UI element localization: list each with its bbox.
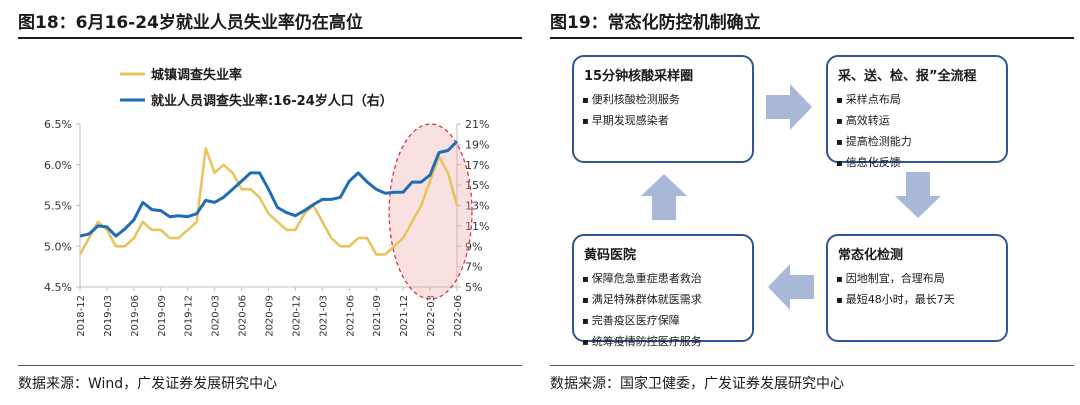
arrow-down-icon [895, 172, 941, 218]
series-line-youth [79, 140, 459, 238]
arrow-right-icon [766, 84, 812, 130]
figure-title-right: 图19：常态化防控机制确立 [550, 13, 761, 33]
box-title: 15分钟核酸采样圈 [584, 69, 694, 84]
box-yellow-code-hospital: 黄码医院 保障危急重症患者救治 满足特殊群体就医需求 完善疫区医疗保障 统筹疫情… [572, 234, 754, 348]
box-item: 保障危急重症患者救治 [582, 269, 702, 290]
y-tick-label-right: 21% [465, 118, 489, 131]
x-tick-label: 2021-09 [372, 295, 383, 337]
y-tick-label-left: 5.0% [44, 240, 72, 253]
series-line-urban [78, 147, 459, 256]
title-rule-right [550, 37, 1074, 39]
x-tick-label: 2021-12 [399, 295, 410, 337]
x-tick-label: 2022-06 [453, 295, 464, 337]
x-tick-label: 2019-09 [157, 295, 168, 337]
box-item: 高效转运 [836, 111, 912, 132]
box-routine-testing: 常态化检测 因地制宜，合理布局 最短48小时，最长7天 [826, 234, 1008, 342]
y-tick-label-right: 19% [465, 138, 489, 151]
x-tick-label: 2020-09 [265, 295, 276, 337]
chart-axes: 4.5%5.0%5.5%6.0%6.5%5%7%9%11%13%15%17%19… [44, 118, 489, 337]
arrow-left-icon [768, 264, 814, 310]
box-item: 信息化反馈 [836, 153, 912, 174]
y-tick-label-right: 17% [465, 159, 489, 172]
box-item: 统筹疫情防控医疗服务 [582, 332, 702, 353]
y-tick-label-left: 6.5% [44, 118, 72, 131]
box-item: 提高检测能力 [836, 132, 912, 153]
highlight-ellipse-shape [388, 123, 473, 300]
right-panel: 图19：常态化防控机制确立 15分钟核酸采样圈 便利核酸检测服务 早期发现感染者… [544, 0, 1080, 405]
box-title: 常态化检测 [838, 248, 904, 263]
box-item: 早期发现感染者 [582, 111, 680, 132]
y-tick-label-left: 6.0% [44, 159, 72, 172]
box-item: 最短48小时，最长7天 [836, 290, 955, 311]
box-item: 满足特殊群体就医需求 [582, 290, 702, 311]
box-title: 采、送、检、报”全流程 [838, 69, 977, 84]
chart-series [78, 140, 459, 256]
x-tick-label: 2018-12 [76, 295, 87, 337]
box-full-process: 采、送、检、报”全流程 采样点布局 高效转运 提高检测能力 信息化反馈 [826, 55, 1008, 169]
left-panel: 图18：6月16-24岁就业人员失业率仍在高位 城镇调查失业率就业人员调查失业率… [0, 0, 528, 405]
highlight-ellipse [388, 123, 473, 300]
box-title: 黄码医院 [584, 248, 637, 263]
y-tick-label-right: 13% [465, 200, 489, 213]
arrow-up-icon [641, 174, 687, 220]
x-tick-label: 2020-06 [238, 295, 249, 337]
box-item: 完善疫区医疗保障 [582, 311, 702, 332]
x-tick-label: 2022-03 [426, 295, 437, 337]
figure-title-left: 图18：6月16-24岁就业人员失业率仍在高位 [18, 13, 363, 33]
y-tick-label-right: 11% [465, 220, 489, 233]
title-rule-left [18, 37, 522, 39]
box-item: 采样点布局 [836, 90, 912, 111]
x-tick-label: 2020-03 [211, 295, 222, 337]
y-tick-label-right: 7% [465, 261, 482, 274]
source-rule-left [18, 365, 522, 366]
box-item: 因地制宜，合理布局 [836, 269, 955, 290]
y-tick-label-right: 5% [465, 281, 482, 294]
box-item: 便利核酸检测服务 [582, 90, 680, 111]
x-tick-label: 2019-06 [130, 295, 141, 337]
x-tick-label: 2019-12 [184, 295, 195, 337]
source-note-right: 数据来源：国家卫健委，广发证券发展研究中心 [550, 376, 844, 392]
y-tick-label-right: 9% [465, 240, 482, 253]
x-tick-label: 2020-12 [291, 295, 302, 337]
x-tick-label: 2021-06 [345, 295, 356, 337]
source-note-left: 数据来源：Wind，广发证券发展研究中心 [18, 376, 278, 392]
box-nucleic-acid-circle: 15分钟核酸采样圈 便利核酸检测服务 早期发现感染者 [572, 55, 754, 163]
x-tick-label: 2021-03 [318, 295, 329, 337]
y-tick-label-left: 4.5% [44, 281, 72, 294]
x-tick-label: 2019-03 [103, 295, 114, 337]
legend-label: 就业人员调查失业率:16-24岁人口（右） [151, 93, 393, 109]
source-rule-right [550, 365, 1074, 366]
legend-label: 城镇调查失业率 [151, 67, 242, 83]
y-tick-label-left: 5.5% [44, 200, 72, 213]
